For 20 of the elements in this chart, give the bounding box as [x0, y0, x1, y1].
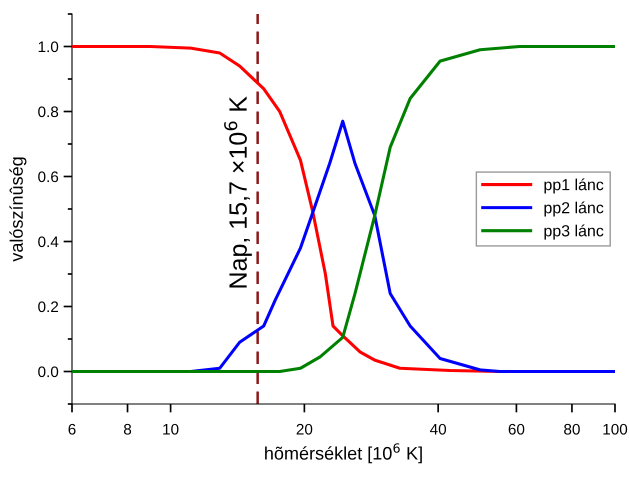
x-tick-label: 80	[564, 424, 580, 435]
y-tick-label: 0.8	[38, 106, 58, 118]
x-axis-title: hõmérséklet [10$^{6}$ K]	[265, 443, 422, 464]
legend-label: pp1 lánc	[544, 178, 604, 194]
x-tick-label: 10	[163, 424, 178, 435]
y-tick-label: 1.0	[38, 41, 58, 52]
y-tick-label: 0.4	[38, 236, 58, 248]
ref-line-label: Nap, 15,7 ×10$^{6}$ K	[224, 96, 252, 288]
x-tick-label: 8	[124, 424, 132, 435]
x-tick-label: 20	[296, 424, 312, 435]
legend-label: pp3 lánc	[544, 224, 604, 240]
x-tick-label: 6	[68, 424, 76, 435]
y-axis-title: valószínûség	[9, 157, 26, 262]
y-tick-label: 0.0	[38, 366, 58, 378]
legend-label: pp2 lánc	[544, 201, 604, 217]
x-tick-label: 40	[430, 424, 446, 435]
y-tick-label: 0.6	[38, 171, 58, 182]
x-tick-label: 60	[508, 424, 524, 435]
y-tick-label: 0.2	[38, 301, 58, 312]
x-tick-label: 100	[603, 424, 628, 435]
